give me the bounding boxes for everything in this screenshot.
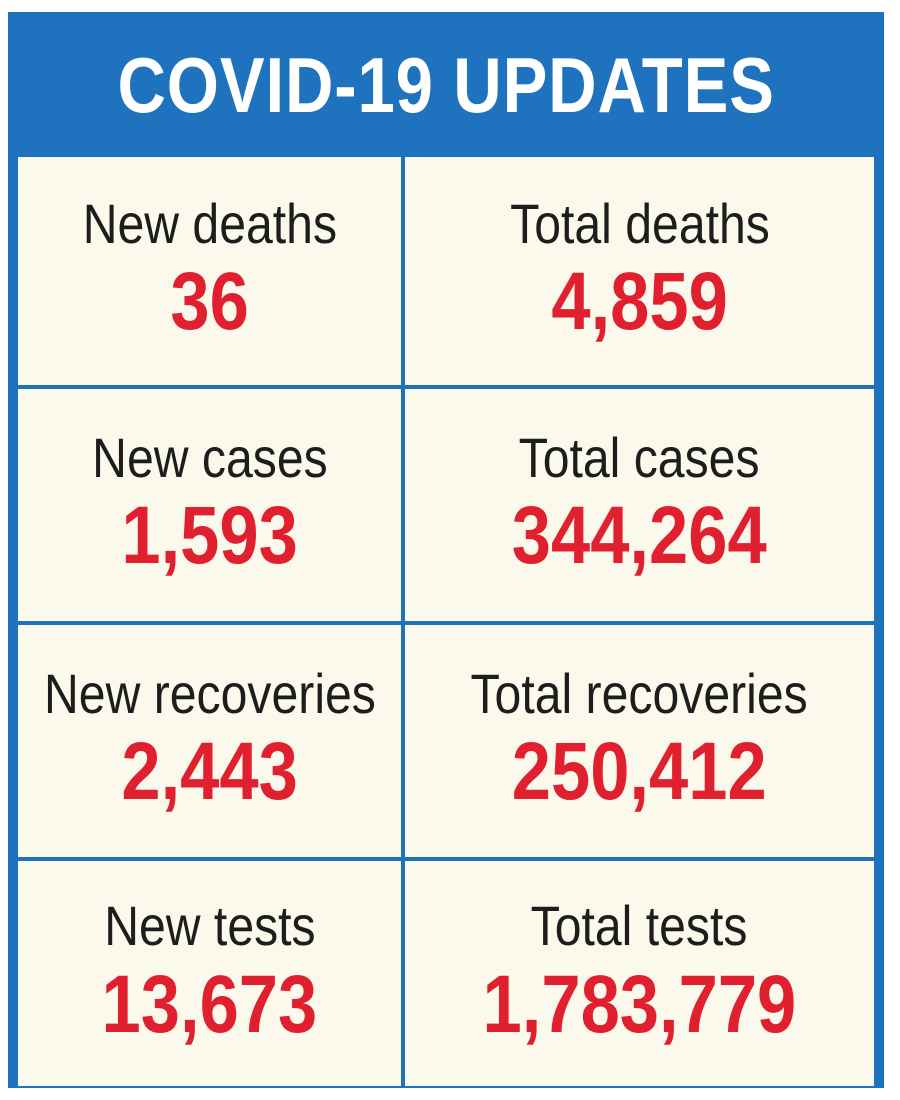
stat-value: 4,859 xyxy=(551,256,728,348)
stat-value: 250,412 xyxy=(512,726,767,818)
stat-total-recoveries: Total recoveries 250,412 xyxy=(405,625,874,857)
stat-label: Total deaths xyxy=(509,191,770,255)
stat-label: Total recoveries xyxy=(470,661,809,725)
stat-value: 13,673 xyxy=(101,958,318,1050)
stats-grid: New deaths 36 Total deaths 4,859 New cas… xyxy=(18,157,874,1086)
stat-value: 344,264 xyxy=(512,490,767,582)
stat-total-cases: Total cases 344,264 xyxy=(405,389,874,621)
stat-label: New deaths xyxy=(82,191,337,255)
page-title: COVID-19 UPDATES xyxy=(117,40,775,129)
stat-label: Total tests xyxy=(531,894,748,957)
stat-new-deaths: New deaths 36 xyxy=(18,157,401,385)
stat-total-tests: Total tests 1,783,779 xyxy=(405,861,874,1086)
stat-value: 1,783,779 xyxy=(482,958,797,1050)
stat-new-tests: New tests 13,673 xyxy=(18,861,401,1086)
stat-label: New cases xyxy=(91,425,328,489)
stat-value: 36 xyxy=(170,256,249,348)
stat-value: 1,593 xyxy=(121,490,298,582)
stat-label: New tests xyxy=(103,894,316,957)
stat-label: Total cases xyxy=(519,425,760,489)
stat-value: 2,443 xyxy=(121,726,298,818)
stat-new-recoveries: New recoveries 2,443 xyxy=(18,625,401,857)
stat-new-cases: New cases 1,593 xyxy=(18,389,401,621)
header-banner: COVID-19 UPDATES xyxy=(8,12,884,157)
covid-updates-card: COVID-19 UPDATES New deaths 36 Total dea… xyxy=(8,12,884,1088)
stat-total-deaths: Total deaths 4,859 xyxy=(405,157,874,385)
stat-label: New recoveries xyxy=(43,661,376,725)
